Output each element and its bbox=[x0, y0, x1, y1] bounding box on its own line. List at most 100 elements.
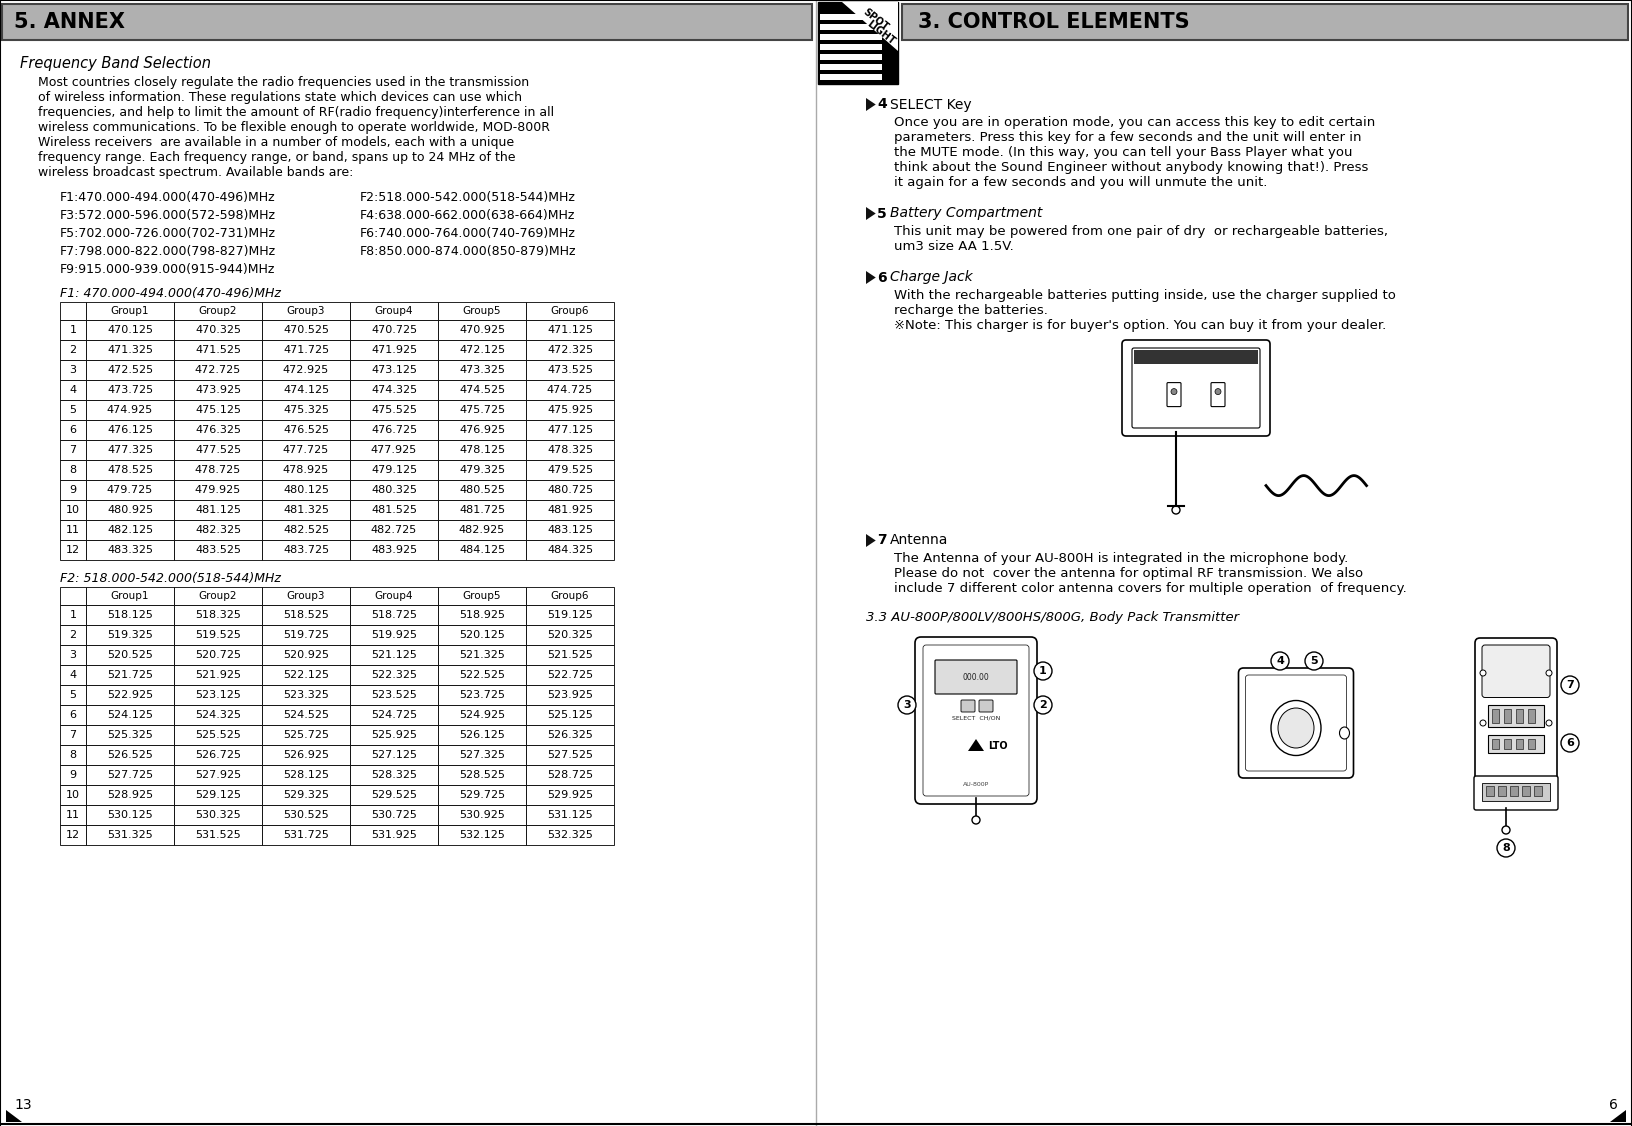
Text: 5: 5 bbox=[70, 690, 77, 700]
Bar bbox=[263, 745, 349, 765]
Bar bbox=[86, 645, 175, 665]
Bar bbox=[819, 24, 881, 30]
Text: Group3: Group3 bbox=[287, 306, 325, 316]
Bar bbox=[526, 765, 614, 785]
Text: 2: 2 bbox=[70, 345, 77, 355]
Bar bbox=[526, 420, 614, 440]
Text: Group1: Group1 bbox=[111, 306, 149, 316]
Text: 524.925: 524.925 bbox=[459, 711, 504, 720]
Text: 482.525: 482.525 bbox=[282, 525, 330, 535]
Bar bbox=[1505, 739, 1511, 749]
Text: 528.525: 528.525 bbox=[459, 770, 504, 780]
Bar bbox=[86, 480, 175, 500]
Bar bbox=[86, 400, 175, 420]
Text: 522.325: 522.325 bbox=[370, 670, 418, 680]
Text: 482.725: 482.725 bbox=[370, 525, 418, 535]
Bar bbox=[60, 540, 86, 560]
Bar bbox=[175, 725, 263, 745]
Bar bbox=[175, 685, 263, 705]
Text: 477.325: 477.325 bbox=[108, 445, 153, 455]
Circle shape bbox=[1172, 506, 1180, 513]
Text: LIGHT: LIGHT bbox=[865, 19, 896, 47]
Text: um3 size AA 1.5V.: um3 size AA 1.5V. bbox=[894, 240, 1013, 253]
Text: 478.525: 478.525 bbox=[108, 465, 153, 475]
Text: 531.125: 531.125 bbox=[547, 810, 592, 820]
Bar bbox=[437, 302, 526, 320]
Text: 5: 5 bbox=[1310, 656, 1317, 665]
Text: 475.925: 475.925 bbox=[547, 405, 592, 415]
Text: 530.525: 530.525 bbox=[282, 810, 330, 820]
Bar bbox=[526, 379, 614, 400]
Bar bbox=[263, 302, 349, 320]
Circle shape bbox=[1497, 839, 1514, 857]
Text: 528.925: 528.925 bbox=[108, 790, 153, 799]
Bar bbox=[263, 765, 349, 785]
Text: 527.525: 527.525 bbox=[547, 750, 592, 760]
Bar bbox=[526, 625, 614, 645]
Text: 12: 12 bbox=[65, 545, 80, 555]
Bar bbox=[86, 587, 175, 605]
Bar bbox=[60, 745, 86, 765]
Text: 529.325: 529.325 bbox=[282, 790, 330, 799]
Text: Group4: Group4 bbox=[375, 591, 413, 601]
Bar bbox=[263, 420, 349, 440]
Bar bbox=[437, 500, 526, 520]
Bar bbox=[349, 340, 437, 360]
FancyBboxPatch shape bbox=[1167, 383, 1182, 406]
Text: 525.925: 525.925 bbox=[370, 730, 418, 740]
Bar bbox=[349, 705, 437, 725]
Text: 524.525: 524.525 bbox=[282, 711, 330, 720]
Text: 530.325: 530.325 bbox=[196, 810, 242, 820]
Text: 520.725: 520.725 bbox=[194, 650, 242, 660]
Text: 519.525: 519.525 bbox=[196, 631, 242, 640]
Bar bbox=[175, 340, 263, 360]
Text: 3: 3 bbox=[902, 700, 911, 711]
Text: 526.725: 526.725 bbox=[194, 750, 242, 760]
Bar bbox=[819, 64, 881, 70]
Bar bbox=[60, 785, 86, 805]
Text: 470.325: 470.325 bbox=[194, 325, 242, 336]
Text: 475.525: 475.525 bbox=[370, 405, 418, 415]
Bar bbox=[349, 785, 437, 805]
Circle shape bbox=[973, 816, 979, 824]
Bar bbox=[2, 5, 813, 41]
Bar bbox=[526, 320, 614, 340]
FancyBboxPatch shape bbox=[1239, 668, 1353, 778]
FancyBboxPatch shape bbox=[979, 700, 992, 712]
Text: 7: 7 bbox=[876, 534, 886, 547]
Text: 518.925: 518.925 bbox=[459, 610, 504, 620]
Text: 1: 1 bbox=[70, 325, 77, 336]
Text: 522.125: 522.125 bbox=[282, 670, 330, 680]
Text: 520.925: 520.925 bbox=[282, 650, 330, 660]
Text: 479.525: 479.525 bbox=[547, 465, 592, 475]
Bar bbox=[526, 665, 614, 685]
Text: 532.325: 532.325 bbox=[547, 830, 592, 840]
Text: Charge Jack: Charge Jack bbox=[889, 270, 973, 285]
Text: 531.525: 531.525 bbox=[196, 830, 242, 840]
Bar bbox=[86, 540, 175, 560]
Bar bbox=[437, 685, 526, 705]
Text: 482.325: 482.325 bbox=[194, 525, 242, 535]
Text: 480.725: 480.725 bbox=[547, 485, 592, 495]
Bar bbox=[437, 805, 526, 825]
Text: 482.125: 482.125 bbox=[108, 525, 153, 535]
Bar bbox=[437, 605, 526, 625]
Bar bbox=[86, 520, 175, 540]
FancyBboxPatch shape bbox=[916, 637, 1036, 804]
Circle shape bbox=[1172, 388, 1177, 394]
Text: 4: 4 bbox=[876, 98, 886, 111]
Text: 527.725: 527.725 bbox=[108, 770, 153, 780]
Polygon shape bbox=[842, 2, 898, 51]
Text: 2: 2 bbox=[70, 631, 77, 640]
Bar bbox=[175, 480, 263, 500]
Text: 521.125: 521.125 bbox=[370, 650, 416, 660]
Bar bbox=[349, 400, 437, 420]
Text: 474.125: 474.125 bbox=[282, 385, 330, 395]
Bar bbox=[263, 587, 349, 605]
Text: 480.325: 480.325 bbox=[370, 485, 418, 495]
Text: 12: 12 bbox=[65, 830, 80, 840]
Text: Group6: Group6 bbox=[550, 306, 589, 316]
Text: 472.925: 472.925 bbox=[282, 365, 330, 375]
Text: 7: 7 bbox=[70, 445, 77, 455]
Text: 530.925: 530.925 bbox=[459, 810, 504, 820]
